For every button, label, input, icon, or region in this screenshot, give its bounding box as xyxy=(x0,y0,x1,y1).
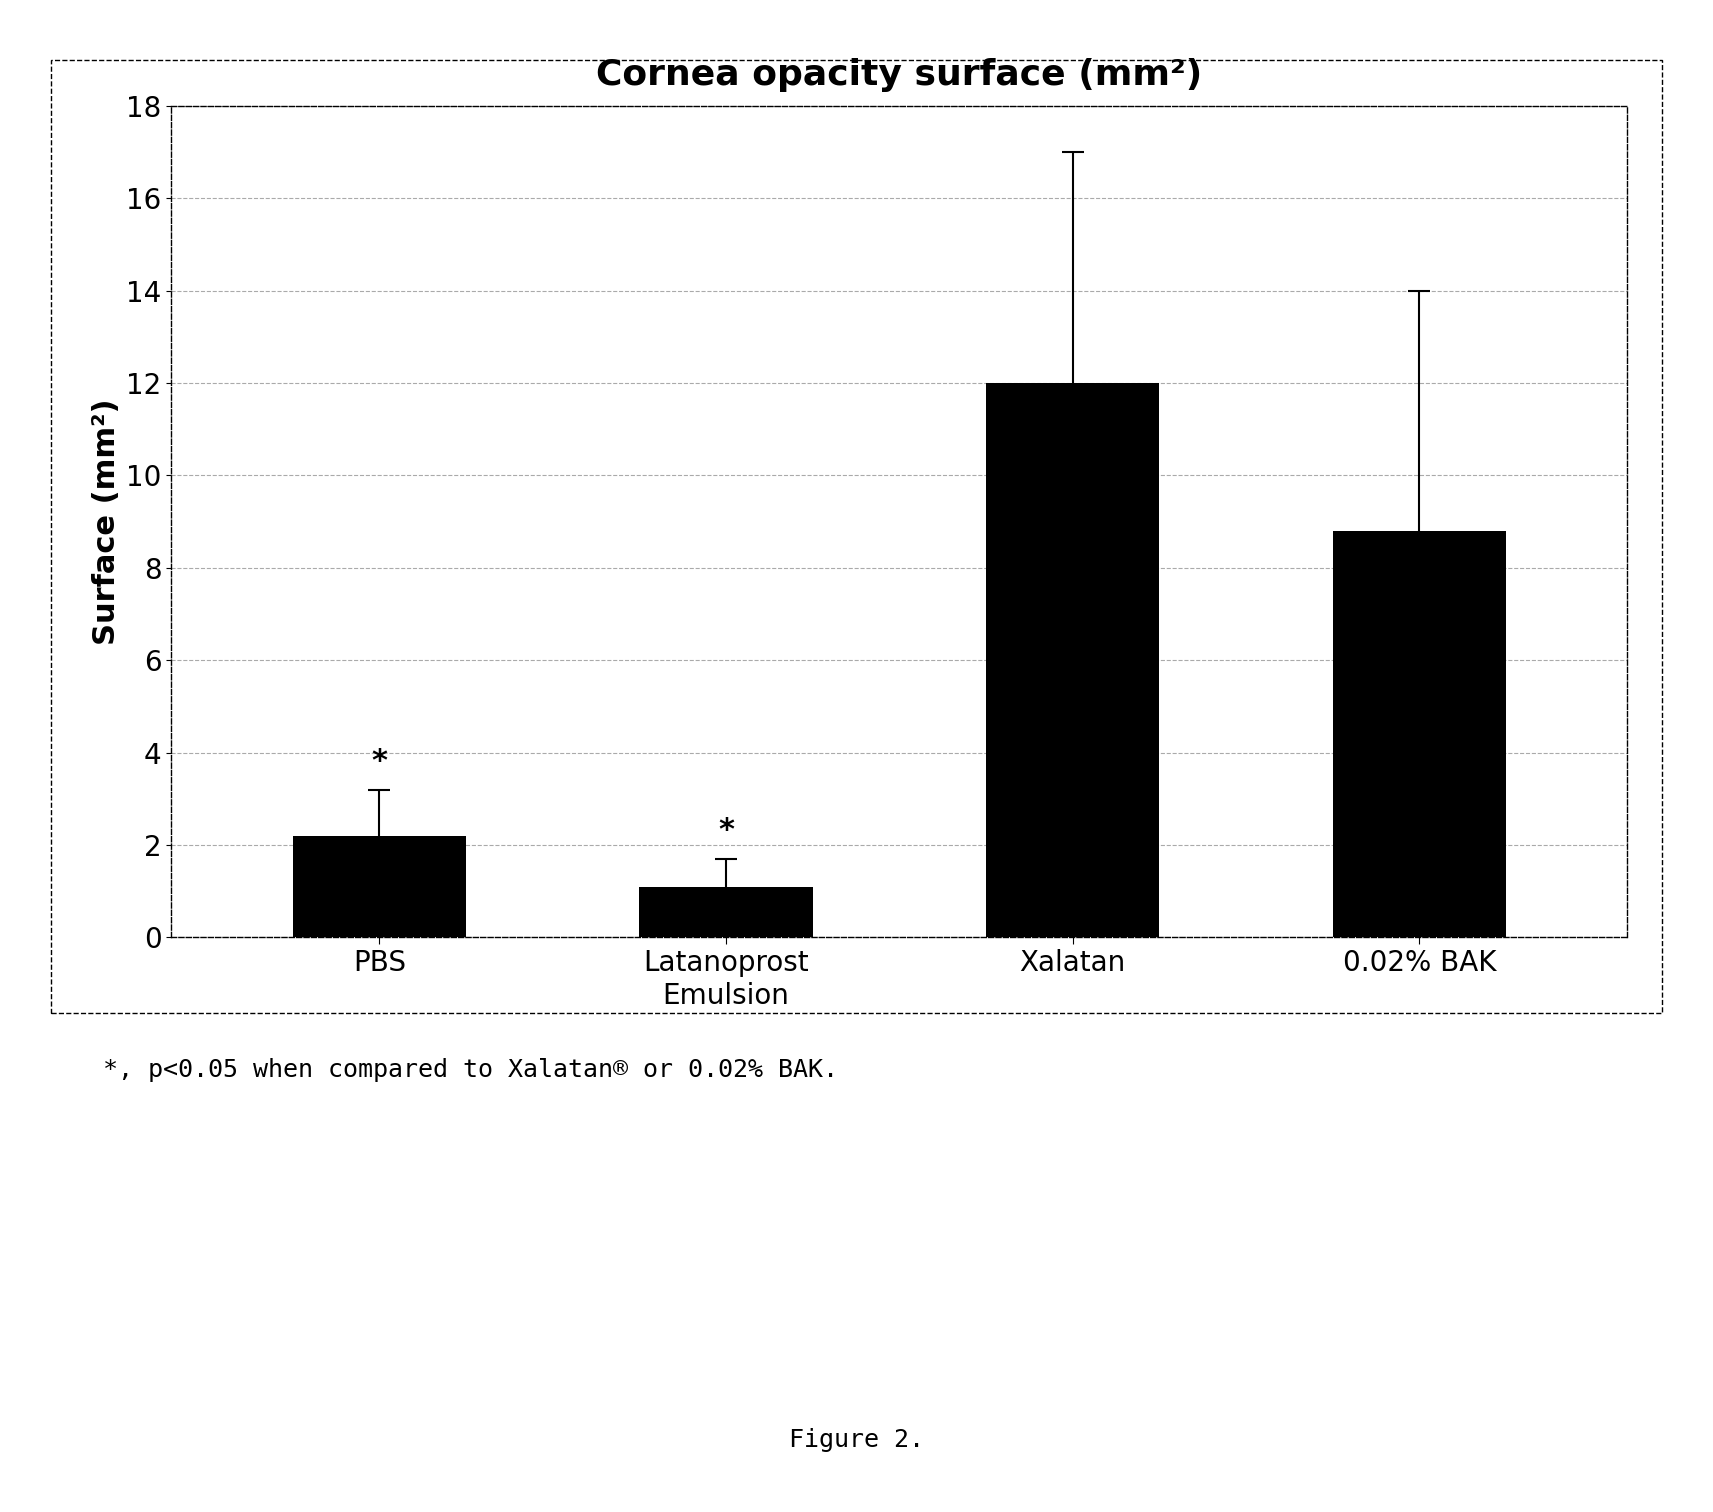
Text: *, p<0.05 when compared to Xalatan® or 0.02% BAK.: *, p<0.05 when compared to Xalatan® or 0… xyxy=(103,1058,838,1083)
Text: Figure 2.: Figure 2. xyxy=(790,1427,923,1452)
Bar xyxy=(293,836,466,937)
Title: Cornea opacity surface (mm²): Cornea opacity surface (mm²) xyxy=(596,57,1203,92)
Y-axis label: Surface (mm²): Surface (mm²) xyxy=(93,398,120,646)
Bar xyxy=(1333,531,1506,937)
Bar xyxy=(987,383,1160,937)
Text: *: * xyxy=(718,816,733,845)
Bar xyxy=(639,886,812,937)
Text: *: * xyxy=(372,747,387,776)
